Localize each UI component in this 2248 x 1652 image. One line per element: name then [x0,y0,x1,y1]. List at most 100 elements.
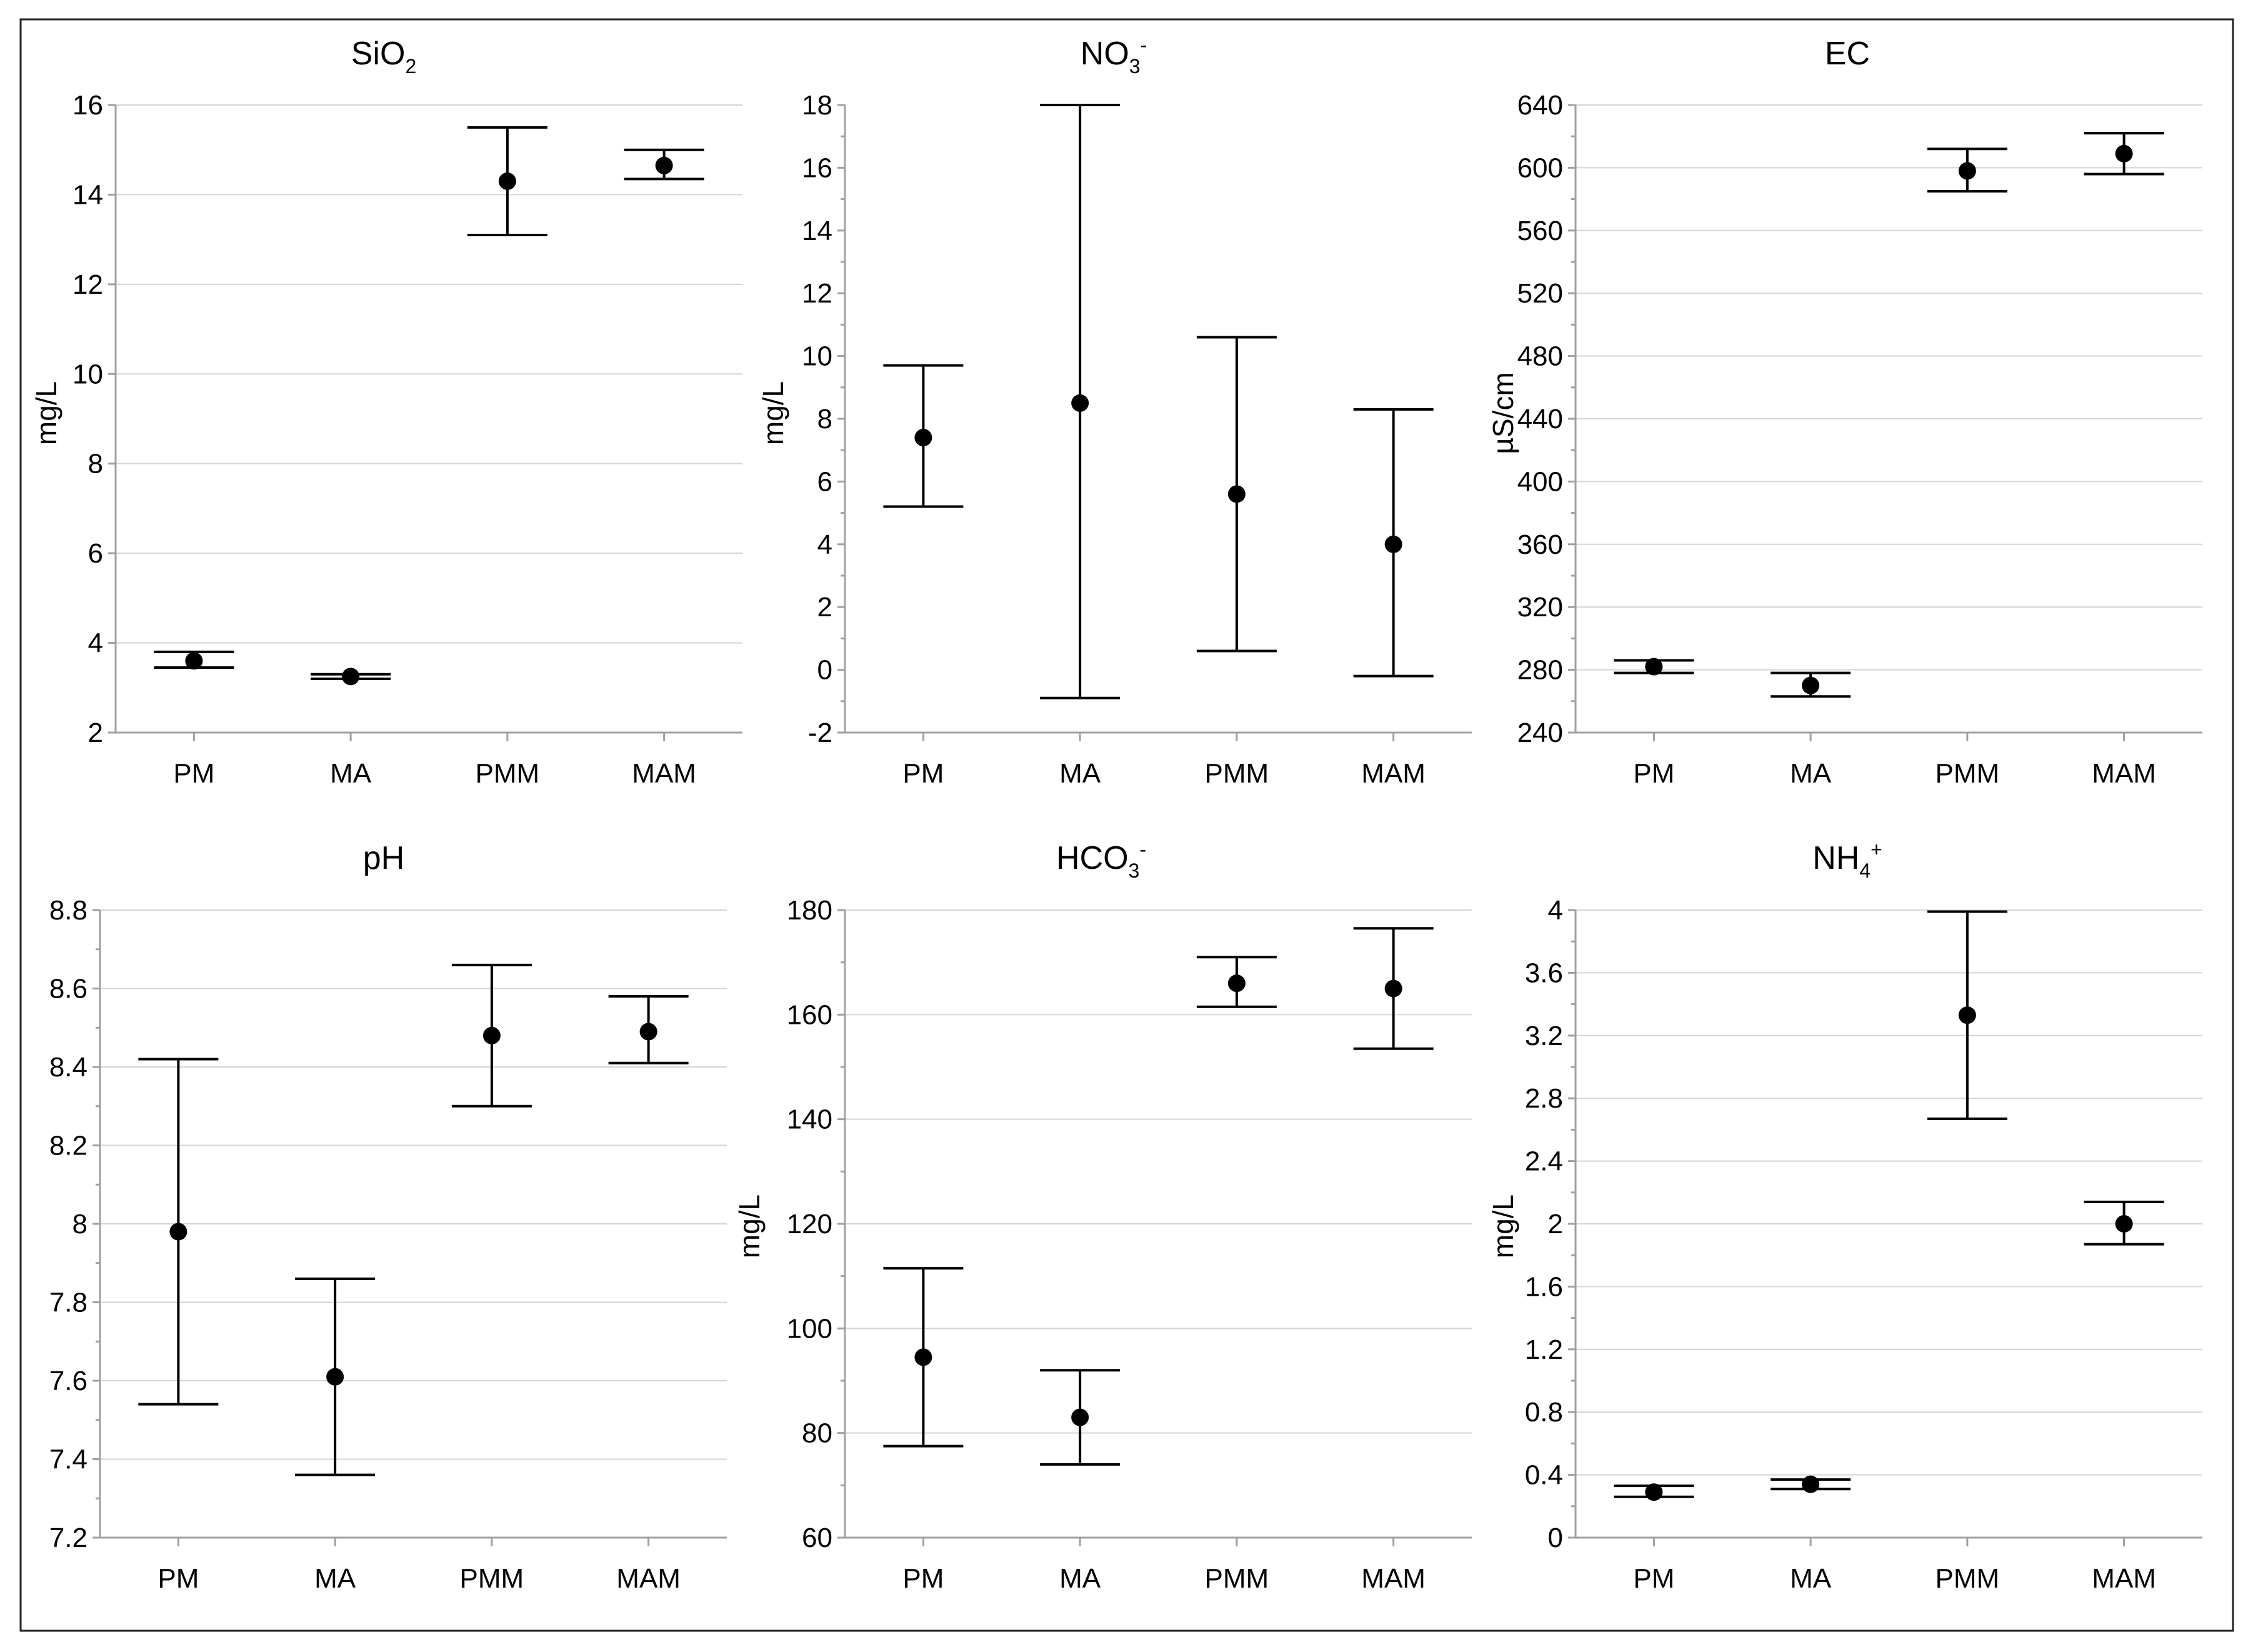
data-point [1958,1006,1976,1024]
chart-title-main: NO [1081,36,1129,72]
chart-title-subscript: 4 [1859,859,1871,882]
y-tick-label: 12 [72,269,103,300]
x-tick-label: PMM [1936,1563,2000,1594]
y-tick-label: 120 [787,1209,832,1239]
x-tick-label: MAM [2092,758,2156,789]
data-point [1384,979,1402,998]
y-tick-label: 280 [1517,655,1563,686]
y-tick-label: 180 [787,895,832,926]
figure-border [19,18,2234,1632]
x-tick-label: PM [157,1563,199,1594]
data-point [1958,162,1976,180]
chart-title-main: EC [1825,36,1870,72]
y-tick-label: 440 [1517,404,1563,434]
y-axis-label: mg/L [757,381,789,445]
chart-title-superscript: - [1139,838,1146,861]
chart-title: NO3- [1081,34,1147,78]
data-point [326,1368,344,1386]
y-tick-label: 360 [1517,529,1563,560]
data-point [914,1348,932,1366]
data-point [185,652,203,670]
x-tick-label: PM [173,758,214,789]
y-tick-label: 4 [88,628,103,659]
y-tick-label: 14 [72,179,103,210]
y-tick-label: 10 [72,359,103,389]
y-tick-label: 0 [1548,1523,1563,1553]
y-tick-label: 4 [1548,895,1563,926]
y-tick-label: 4 [817,529,832,560]
data-point [1227,974,1246,993]
x-tick-label: MAM [2092,1563,2156,1594]
chart-title: EC [1825,36,1870,72]
chart-title: NH4+ [1812,838,1882,882]
plot-area: 60 80 100 120 140 160 180 PM MA PMM MAM [787,895,1472,1594]
x-tick-label: MA [314,1563,356,1594]
y-tick-label: 8.2 [49,1131,87,1161]
y-tick-label: 18 [802,90,832,121]
y-tick-label: 7.4 [49,1444,87,1475]
y-tick-label: 3.6 [1525,958,1563,988]
x-tick-label: MAM [1361,1563,1426,1594]
x-tick-label: MAM [1361,758,1426,789]
x-tick-label: MAM [632,758,696,789]
y-tick-label: 2 [88,718,103,748]
y-tick-label: 8.8 [49,895,87,926]
y-tick-label: 1.2 [1525,1334,1563,1365]
chart-title-main: pH [363,840,404,876]
chart-title: SiO2 [351,36,416,78]
y-tick-label: 6 [88,538,103,569]
chart-title-subscript: 2 [405,55,416,78]
data-point [1227,485,1246,503]
x-tick-label: PMM [460,1563,524,1594]
data-point [2115,1215,2133,1233]
x-tick-label: MAM [616,1563,681,1594]
chart-panel-no3: NO3- mg/L -2 0 2 4 6 8 10 12 14 16 18 PM MA PMM MAM [757,34,1472,789]
plot-area: 0 0.4 0.8 1.2 1.6 2 2.4 2.8 3.2 3.6 4 PM MA PMM MAM [1525,895,2202,1594]
x-tick-label: MA [1059,1563,1101,1594]
y-tick-label: 2.4 [1525,1146,1563,1177]
y-tick-label: 400 [1517,466,1563,497]
y-tick-label: 160 [787,999,832,1030]
data-point [1645,1483,1663,1501]
y-tick-label: 8 [88,449,103,479]
y-tick-label: 600 [1517,153,1563,183]
chart-title-subscript: 3 [1129,859,1140,882]
y-tick-label: 80 [802,1418,832,1449]
chart-title-main: NH [1812,840,1859,876]
chart-title: pH [363,840,404,876]
data-point [482,1026,501,1044]
y-tick-label: 320 [1517,592,1563,623]
data-point [2115,144,2133,163]
y-tick-label: 7.8 [49,1288,87,1318]
x-tick-label: PMM [1205,758,1269,789]
y-tick-label: 8 [72,1209,87,1239]
y-tick-label: 10 [802,341,832,372]
data-point [498,172,516,190]
plot-area: 2 4 6 8 10 12 14 16 PM MA PMM MAM [72,90,742,789]
chart-panel-ph: pH 7.2 7.4 7.6 7.8 8 8.2 8.4 8.6 8.8 PM MA PMM MAM [49,840,727,1594]
data-point [1384,535,1402,553]
y-tick-label: 14 [802,216,832,246]
y-tick-label: 100 [787,1313,832,1344]
chart-title-superscript: - [1141,34,1147,56]
chart-panel-hco3: HCO3- mg/L 60 80 100 120 140 160 180 PM MA PMM MAM [733,838,1472,1594]
y-tick-label: 7.2 [49,1523,87,1553]
y-tick-label: 560 [1517,216,1563,246]
y-axis-label: mg/L [1487,1194,1519,1258]
y-tick-label: 3.2 [1525,1021,1563,1051]
y-tick-label: 140 [787,1104,832,1135]
y-tick-label: 2.8 [1525,1083,1563,1114]
y-tick-label: 16 [72,90,103,121]
y-tick-label: 7.6 [49,1366,87,1396]
y-tick-label: 8.6 [49,974,87,1004]
data-point [169,1223,187,1241]
y-tick-label: 2 [817,592,832,623]
y-tick-label: 0.4 [1525,1460,1563,1491]
x-tick-label: MA [1790,758,1832,789]
y-tick-label: 12 [802,278,832,309]
y-tick-label: 640 [1517,90,1563,121]
chart-title-main: HCO [1056,840,1129,876]
